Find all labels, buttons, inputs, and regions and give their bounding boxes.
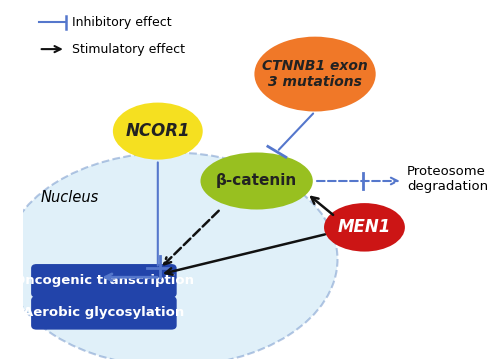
Ellipse shape <box>324 203 405 252</box>
FancyBboxPatch shape <box>31 296 176 330</box>
Text: Aerobic glycosylation: Aerobic glycosylation <box>24 306 184 319</box>
Ellipse shape <box>200 152 313 210</box>
Ellipse shape <box>113 102 202 160</box>
Text: MEN1: MEN1 <box>338 218 391 236</box>
Text: CTNNB1 exon
3 mutations: CTNNB1 exon 3 mutations <box>262 59 368 89</box>
Text: β-catenin: β-catenin <box>216 173 298 189</box>
Ellipse shape <box>5 152 338 362</box>
Text: Proteosome
degradation: Proteosome degradation <box>407 165 488 193</box>
Text: Nucleus: Nucleus <box>41 190 99 205</box>
Text: Inhibitory effect: Inhibitory effect <box>72 16 172 29</box>
FancyBboxPatch shape <box>31 264 176 298</box>
Text: NCOR1: NCOR1 <box>126 122 190 140</box>
Ellipse shape <box>254 37 376 111</box>
Text: Stimulatory effect: Stimulatory effect <box>72 43 186 56</box>
Text: Oncogenic transcription: Oncogenic transcription <box>14 274 194 287</box>
